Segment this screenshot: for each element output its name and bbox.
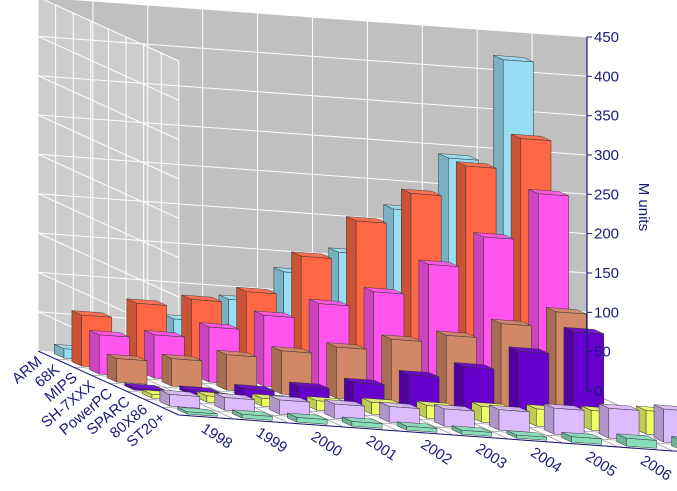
- bar-80x86-2004: [489, 404, 530, 433]
- category-tick-label: 2005: [582, 448, 619, 480]
- category-tick-label: 2000: [308, 428, 345, 460]
- category-tick-label: 2004: [527, 444, 564, 476]
- bar-powerpc-2002: [344, 377, 385, 409]
- value-tick-label: 300: [594, 147, 619, 164]
- bar-80x86-2007: [653, 404, 677, 444]
- bar-sh-7xxx-1999: [161, 353, 203, 389]
- value-tick-label: 350: [594, 108, 619, 125]
- category-tick-label: 2002: [418, 436, 455, 468]
- bar-st20+-2000: [287, 412, 328, 425]
- category-tick-label: 1999: [253, 424, 290, 456]
- value-tick-label: 50: [594, 344, 611, 361]
- bar-st20+-2004: [506, 430, 548, 441]
- category-tick-label: 2001: [363, 432, 400, 464]
- series-axis-line: [37, 350, 180, 416]
- value-gridline: [37, 35, 588, 101]
- y-axis-title: M units: [635, 183, 652, 231]
- bar-80x86-2000: [269, 395, 310, 417]
- value-gridline: [37, 75, 588, 141]
- bar-st20+-1999: [232, 409, 273, 421]
- bar-st20+-2002: [396, 421, 438, 433]
- bar-80x86-2003: [434, 404, 475, 429]
- value-tick-label: 100: [594, 304, 619, 321]
- category-tick-label: 2006: [637, 452, 674, 484]
- value-gridline: [37, 153, 588, 219]
- bar-st20+-1998: [177, 406, 218, 417]
- category-axis-line: [178, 414, 677, 452]
- value-gridline: [37, 114, 588, 180]
- value-tick-label: 200: [594, 226, 619, 243]
- bar-st20+-2006: [616, 433, 657, 449]
- bar-80x86-2002: [379, 401, 420, 425]
- bar-st20+-2007: [671, 435, 677, 449]
- bar-80x86-2005: [543, 403, 585, 437]
- bar-st20+-2005: [561, 431, 602, 445]
- bar-st20+-2003: [451, 425, 493, 437]
- bar-st20+-2001: [341, 416, 383, 429]
- value-tick-label: 400: [594, 68, 619, 85]
- value-tick-label: 0: [594, 383, 602, 400]
- value-tick-label: 250: [594, 186, 619, 203]
- category-tick-label: 2003: [473, 440, 510, 472]
- bar-sh-7xxx-1998: [106, 353, 148, 385]
- category-tick-label: 1998: [198, 420, 235, 452]
- bar-80x86-1999: [214, 392, 255, 413]
- value-tick-label: 150: [594, 265, 619, 282]
- bar-80x86-1998: [159, 389, 201, 409]
- value-tick-label: 450: [594, 29, 619, 46]
- chart-bars: [54, 54, 677, 449]
- value-gridline: [43, 0, 588, 62]
- bar-powerpc-2005: [508, 346, 550, 421]
- bar-80x86-2006: [598, 403, 640, 441]
- bar-sh-7xxx-2000: [216, 349, 258, 393]
- chart-axes: [37, 36, 677, 452]
